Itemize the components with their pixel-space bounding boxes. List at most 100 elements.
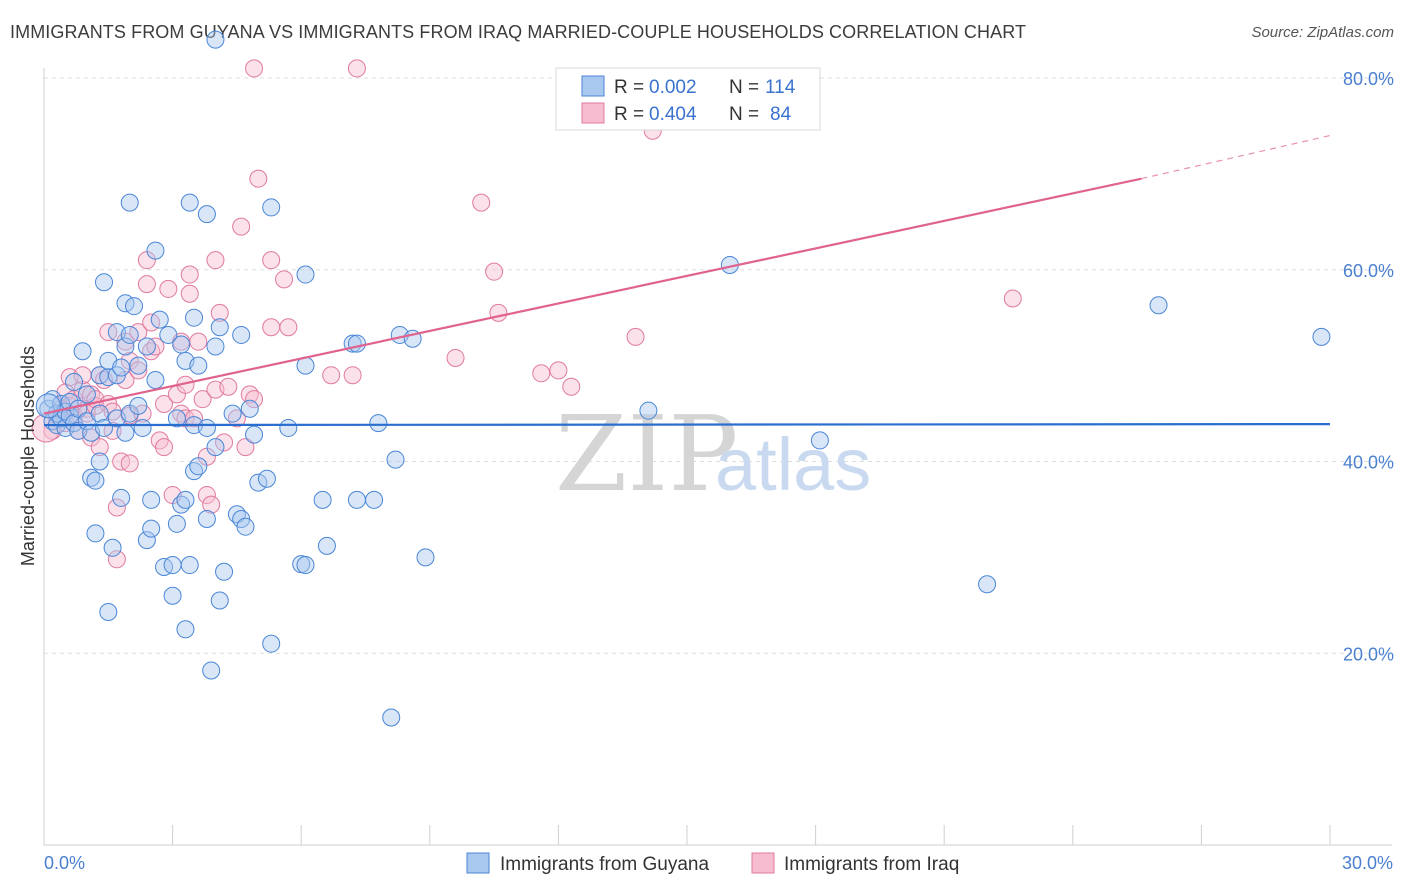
x-tick-labels: 0.0% 30.0% bbox=[44, 853, 1393, 873]
data-point-guyana bbox=[146, 241, 165, 260]
data-point-iraq bbox=[562, 377, 581, 396]
data-point-guyana bbox=[365, 490, 384, 509]
data-point-guyana bbox=[386, 450, 405, 469]
data-point-guyana bbox=[215, 562, 234, 581]
data-point-guyana bbox=[99, 603, 118, 622]
correlation-legend: R = 0.002 N = 114 R = 0.404 N = 84 bbox=[555, 67, 821, 131]
data-point-guyana bbox=[73, 342, 92, 361]
y-tick-label: 80.0% bbox=[1343, 69, 1394, 89]
data-point-guyana bbox=[240, 399, 259, 418]
data-point-iraq bbox=[120, 454, 139, 473]
series-legend: Immigrants from Guyana Immigrants from I… bbox=[466, 852, 959, 875]
data-point-iraq bbox=[626, 327, 645, 346]
data-point-guyana bbox=[137, 531, 156, 550]
data-point-iraq bbox=[155, 438, 174, 457]
data-point-guyana bbox=[416, 548, 435, 567]
trend-line-guyana bbox=[43, 423, 1331, 427]
data-point-guyana bbox=[185, 308, 204, 327]
data-point-guyana bbox=[210, 591, 229, 610]
data-point-guyana bbox=[112, 358, 131, 377]
data-point-guyana bbox=[210, 318, 229, 337]
data-point-guyana bbox=[86, 471, 105, 490]
data-point-guyana bbox=[206, 438, 225, 457]
data-point-guyana bbox=[137, 337, 156, 356]
watermark-zip: ZIP bbox=[555, 393, 738, 515]
data-point-guyana bbox=[129, 396, 148, 415]
data-point-guyana bbox=[150, 310, 169, 329]
data-point-guyana bbox=[369, 414, 388, 433]
data-point-guyana bbox=[146, 371, 165, 390]
data-point-guyana bbox=[95, 273, 114, 292]
y-tick-labels: 20.0% 40.0% 60.0% 80.0% bbox=[1343, 69, 1394, 664]
x-tick-label: 30.0% bbox=[1342, 853, 1393, 873]
data-point-iraq bbox=[485, 262, 504, 281]
data-point-guyana bbox=[313, 490, 332, 509]
legend-n-label: N = bbox=[729, 104, 759, 125]
series-iraq-points bbox=[31, 59, 1022, 569]
data-point-iraq bbox=[155, 394, 174, 413]
data-point-iraq bbox=[275, 270, 294, 289]
data-point-guyana bbox=[206, 337, 225, 356]
data-point-iraq bbox=[472, 193, 491, 212]
data-point-iraq bbox=[347, 59, 366, 78]
data-point-guyana bbox=[189, 457, 208, 476]
data-point-guyana bbox=[142, 519, 161, 538]
data-point-iraq bbox=[249, 169, 268, 188]
data-point-guyana bbox=[262, 634, 281, 653]
data-point-guyana bbox=[317, 536, 336, 555]
axes bbox=[43, 68, 1392, 846]
series-guyana-points bbox=[35, 30, 1331, 727]
data-point-iraq bbox=[215, 433, 234, 452]
data-point-guyana bbox=[245, 425, 264, 444]
data-point-guyana bbox=[257, 469, 276, 488]
legend-swatch-iraq bbox=[751, 852, 775, 874]
data-point-iraq bbox=[446, 348, 465, 367]
legend-label-iraq: Immigrants from Iraq bbox=[784, 854, 959, 875]
data-point-guyana bbox=[163, 556, 182, 575]
data-point-guyana bbox=[1312, 327, 1331, 346]
data-point-guyana bbox=[176, 490, 195, 509]
data-point-iraq bbox=[232, 217, 251, 236]
data-point-guyana bbox=[180, 193, 199, 212]
chart-source: Source: ZipAtlas.com bbox=[1251, 24, 1394, 41]
data-point-guyana bbox=[347, 334, 366, 353]
data-point-guyana bbox=[810, 431, 829, 450]
data-point-iraq bbox=[193, 390, 212, 409]
trend-line-iraq-projection bbox=[1141, 134, 1331, 180]
data-point-iraq bbox=[489, 303, 508, 322]
data-point-guyana bbox=[206, 30, 225, 49]
data-point-iraq bbox=[137, 275, 156, 294]
legend-n-value: 84 bbox=[770, 104, 792, 125]
data-point-guyana bbox=[167, 514, 186, 533]
data-point-iraq bbox=[129, 361, 148, 380]
legend-swatch-iraq bbox=[581, 102, 605, 124]
data-point-guyana bbox=[232, 325, 251, 344]
data-point-iraq bbox=[180, 265, 199, 284]
legend-r-value: 0.404 bbox=[649, 104, 697, 125]
data-point-iraq bbox=[1003, 289, 1022, 308]
data-point-guyana bbox=[163, 586, 182, 605]
data-point-guyana bbox=[296, 556, 315, 575]
legend-r-label: R = bbox=[614, 77, 644, 98]
legend-r-label: R = bbox=[614, 104, 644, 125]
legend-swatch-guyana bbox=[466, 852, 490, 874]
data-point-iraq bbox=[262, 318, 281, 337]
data-point-guyana bbox=[639, 401, 658, 420]
legend-label-guyana: Immigrants from Guyana bbox=[500, 854, 709, 875]
data-point-guyana bbox=[142, 490, 161, 509]
data-point-iraq bbox=[206, 251, 225, 270]
data-point-iraq bbox=[202, 495, 221, 514]
data-point-guyana bbox=[189, 356, 208, 375]
data-point-guyana bbox=[159, 325, 178, 344]
data-point-iraq bbox=[219, 377, 238, 396]
data-point-guyana bbox=[116, 337, 135, 356]
data-point-guyana bbox=[347, 490, 366, 509]
trend-line-iraq bbox=[43, 177, 1142, 415]
data-point-iraq bbox=[180, 284, 199, 303]
data-point-iraq bbox=[245, 59, 264, 78]
legend-n-value: 114 bbox=[765, 77, 796, 98]
y-tick-label: 20.0% bbox=[1343, 644, 1394, 664]
data-point-guyana bbox=[197, 510, 216, 529]
data-point-iraq bbox=[236, 438, 255, 457]
data-point-guyana bbox=[129, 356, 148, 375]
